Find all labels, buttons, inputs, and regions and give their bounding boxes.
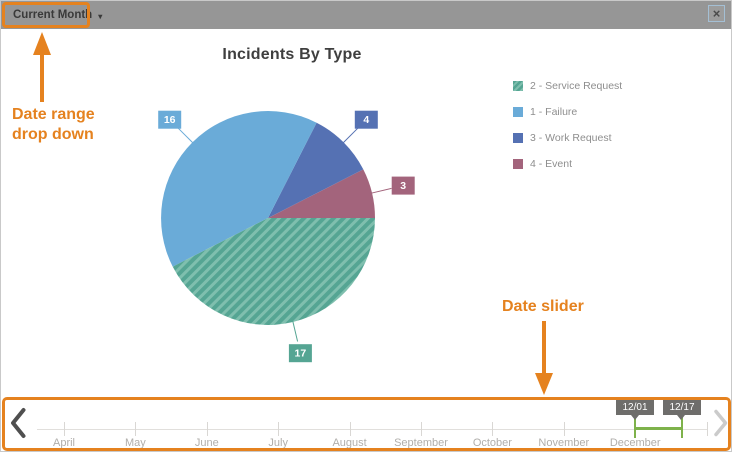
slider-handle-start[interactable] [634, 414, 636, 438]
month-label-july: July [268, 437, 288, 449]
annotation-date-slider: Date slider [502, 298, 584, 315]
axis-tick [492, 422, 494, 436]
date-slider: April May June July August September October No… [1, 397, 731, 451]
pie-value-label: 4 [363, 114, 369, 126]
annotation-arrow-stem [542, 321, 546, 374]
pie-value-label: 17 [295, 348, 307, 360]
pie-chart: 3 4 16 17 [158, 110, 415, 363]
slider-start-date-tag[interactable]: 12/01 [616, 400, 654, 415]
month-label-october: October [472, 437, 512, 449]
slider-start-tag-pointer-icon [631, 415, 639, 420]
chart-title: Incidents By Type [222, 46, 362, 63]
legend-item-work-request[interactable]: 3 - Work Request [513, 131, 612, 145]
axis-tick [706, 422, 708, 436]
legend-item-service-request[interactable]: 2 - Service Request [513, 79, 622, 93]
slider-end-tag-pointer-icon [677, 415, 685, 420]
close-icon: × [712, 6, 721, 21]
axis-tick [563, 422, 565, 436]
chevron-left-icon [11, 408, 26, 438]
axis-tick [206, 422, 208, 436]
slider-next-button[interactable] [713, 409, 729, 437]
chevron-down-icon: ▾ [98, 11, 103, 21]
month-label-april: April [52, 437, 75, 449]
titlebar: Current Month ▾ × [1, 1, 731, 29]
pie-value-label-box [391, 176, 415, 195]
legend-label: 2 - Service Request [530, 80, 623, 92]
month-label-november: November [538, 437, 590, 449]
pie-slice-3-work-request[interactable] [268, 122, 364, 218]
pie-value-label-box [158, 110, 182, 129]
legend-swatch-icon [513, 133, 523, 143]
pie-slice-2-service-request[interactable] [172, 218, 375, 325]
annotation-arrow-down-icon [535, 373, 553, 395]
axis-tick [421, 422, 422, 436]
pie-slice-1-failure[interactable] [161, 111, 317, 267]
month-label-august: August [332, 437, 367, 449]
pie-value-label-box [354, 110, 378, 129]
annotation-line-1: Date range [12, 106, 95, 123]
legend-item-event[interactable]: 4 - Event [513, 157, 572, 171]
chart-area: 3 4 16 17 Incidents By Type 2 - Service Req… [1, 29, 731, 397]
date-range-dropdown[interactable]: Current Month ▾ [7, 5, 108, 25]
legend-label: 3 - Work Request [530, 132, 612, 144]
month-label-may: May [125, 437, 146, 449]
axis-tick [64, 422, 65, 436]
legend-item-failure[interactable]: 1 - Failure [513, 105, 577, 119]
pie-label-leader-line [341, 127, 359, 145]
month-label-june: June [194, 437, 219, 449]
pie-label-leader-line [291, 318, 299, 342]
month-label-september: September [394, 437, 448, 449]
axis-tick [135, 422, 137, 436]
legend-label: 1 - Failure [530, 106, 578, 118]
close-button[interactable]: × [708, 5, 725, 22]
legend-swatch-icon [513, 81, 523, 91]
slider-selected-range[interactable] [634, 427, 683, 430]
slider-end-date-tag[interactable]: 12/17 [663, 400, 701, 415]
pie-value-label: 3 [400, 180, 406, 192]
axis-tick [278, 422, 280, 436]
pie-slice-4-event[interactable] [268, 169, 375, 218]
chevron-right-icon [714, 409, 728, 437]
slider-axis [37, 429, 707, 430]
date-range-dropdown-label: Current Month [13, 9, 93, 21]
axis-tick [349, 422, 351, 436]
legend-label: 4 - Event [530, 158, 573, 170]
annotation-date-range-dropdown: Date range drop down [12, 105, 95, 145]
annotation-line-2: drop down [12, 126, 94, 143]
slider-handle-end[interactable] [681, 414, 683, 438]
slider-prev-button[interactable] [9, 407, 27, 439]
pie-value-label-box [288, 344, 312, 363]
annotation-arrow-stem [40, 53, 44, 102]
annotation-arrow-up-icon [33, 32, 51, 55]
legend-swatch-icon [513, 159, 523, 169]
pie-label-leader-line [177, 127, 195, 145]
pie-label-leader-line [368, 187, 392, 195]
legend-swatch-icon [513, 107, 523, 117]
month-label-december: December [609, 437, 661, 449]
pie-value-label: 16 [164, 114, 176, 126]
